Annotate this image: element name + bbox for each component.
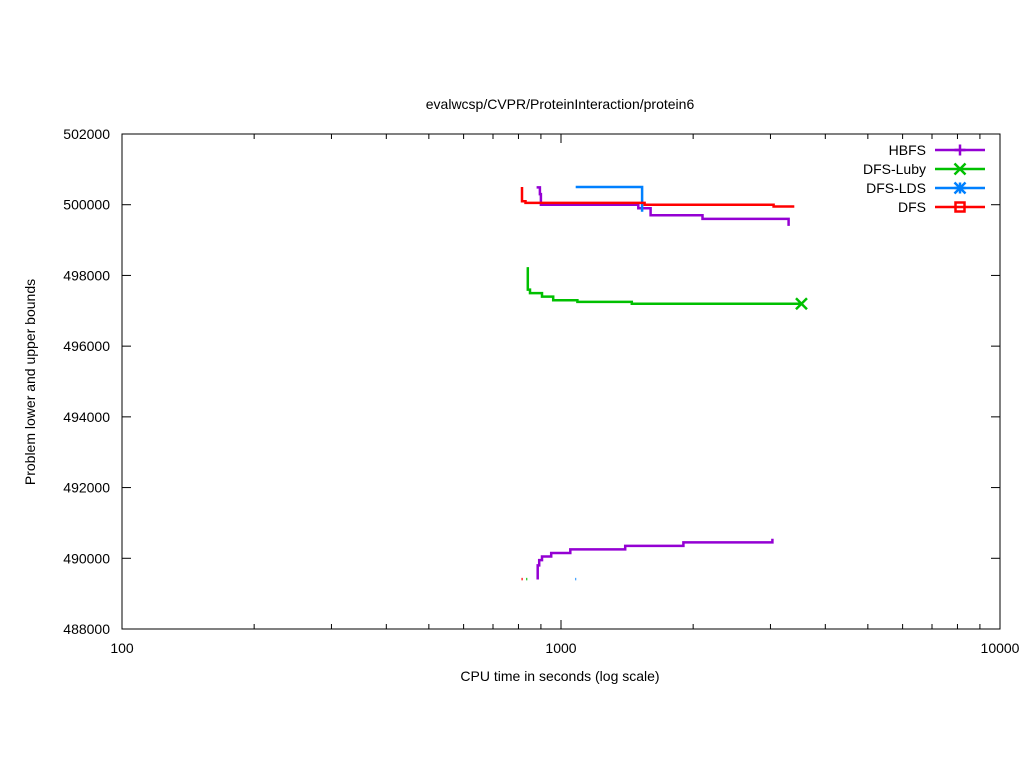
x-tick-label: 10000 <box>981 640 1020 656</box>
legend-label: HBFS <box>889 142 926 158</box>
plot-border <box>121 133 1001 630</box>
series-line-hbfs-0 <box>536 186 790 226</box>
series-hbfs <box>536 186 790 580</box>
chart-title: evalwcsp/CVPR/ProteinInteraction/protein… <box>426 96 695 112</box>
y-tick-label: 502000 <box>63 126 110 142</box>
legend-marker <box>954 144 966 156</box>
series-dfs <box>520 187 795 581</box>
y-axis: 488000 490000 492000 494000 496000 498000 5000… <box>63 126 1000 637</box>
series-end-marker <box>795 297 808 311</box>
y-tick-label: 490000 <box>63 550 110 566</box>
series-layer <box>520 185 808 581</box>
plot-frame <box>121 133 1001 630</box>
series-dfs-luby <box>526 267 808 581</box>
series-end-marker-d2 <box>795 297 808 311</box>
x-axis: 100 1000 10000 <box>110 134 1020 656</box>
y-tick-label: 492000 <box>63 480 110 496</box>
legend-marker <box>953 162 967 176</box>
legend-marker-d2 <box>953 162 967 176</box>
legend-marker-box <box>954 201 966 213</box>
legend-label: DFS-Luby <box>863 161 926 177</box>
y-tick-label: 496000 <box>63 338 110 354</box>
legend-marker <box>954 201 966 213</box>
series-line-dfs-0 <box>520 187 795 208</box>
y-tick-label: 498000 <box>63 267 110 283</box>
legend-label: DFS <box>898 199 926 215</box>
y-tick-label: 500000 <box>63 197 110 213</box>
legend: HBFS DFS-Luby DFS-LDS DFS <box>863 142 985 215</box>
legend-marker <box>953 181 967 195</box>
y-axis-label: Problem lower and upper bounds <box>22 279 38 485</box>
series-line-hbfs-1 <box>536 538 774 580</box>
series-line-dfs-luby-0 <box>526 267 802 305</box>
y-tick-label: 494000 <box>63 409 110 425</box>
series-line-dfs-lds-0 <box>575 185 644 212</box>
series-dfs-lds <box>575 185 644 581</box>
x-tick-label: 1000 <box>545 640 576 656</box>
y-tick-label: 488000 <box>63 621 110 637</box>
x-tick-label: 100 <box>110 640 134 656</box>
x-axis-label: CPU time in seconds (log scale) <box>460 668 659 684</box>
legend-label: DFS-LDS <box>866 180 926 196</box>
